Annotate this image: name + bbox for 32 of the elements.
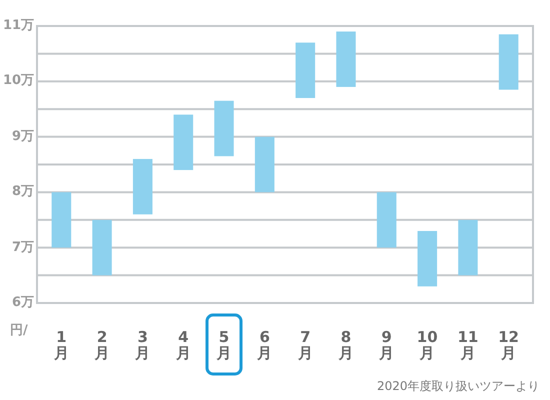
- x-tick-label: 3月: [135, 328, 150, 362]
- y-tick-label: 6万: [12, 295, 34, 311]
- y-axis-title: 円/: [10, 323, 28, 339]
- y-tick-label: 7万: [12, 240, 34, 256]
- x-tick-label: 12月: [498, 328, 519, 362]
- y-tick-label: 11万: [3, 18, 34, 34]
- bar: [174, 114, 194, 170]
- text: 2020年度取り扱いツアーより: [377, 379, 540, 393]
- bar: [458, 220, 478, 276]
- x-tick-label: 6月: [257, 328, 272, 362]
- x-tick-label: 10月: [416, 328, 438, 362]
- bar: [52, 192, 72, 248]
- y-tick-label: 8万: [12, 184, 34, 200]
- x-tick-label: 1月: [54, 328, 69, 362]
- x-tick-label: 5月: [216, 328, 232, 362]
- bar: [498, 34, 518, 90]
- bar: [214, 100, 234, 156]
- x-tick-label: 11月: [457, 328, 478, 362]
- bar: [254, 136, 274, 192]
- bar: [92, 220, 112, 276]
- bar: [132, 158, 152, 214]
- bar: [418, 230, 438, 286]
- bar: [376, 192, 396, 248]
- y-tick-label: 10万: [3, 73, 34, 90]
- x-tick-label: 7月: [298, 328, 313, 362]
- x-tick-label: 9月: [379, 328, 394, 362]
- x-tick-label: 2月: [94, 328, 110, 362]
- bar: [336, 32, 356, 87]
- x-tick-label: 8月: [338, 328, 354, 362]
- x-tick-label: 4月: [176, 328, 191, 362]
- bar: [296, 42, 316, 98]
- y-tick-label: 9万: [12, 128, 34, 145]
